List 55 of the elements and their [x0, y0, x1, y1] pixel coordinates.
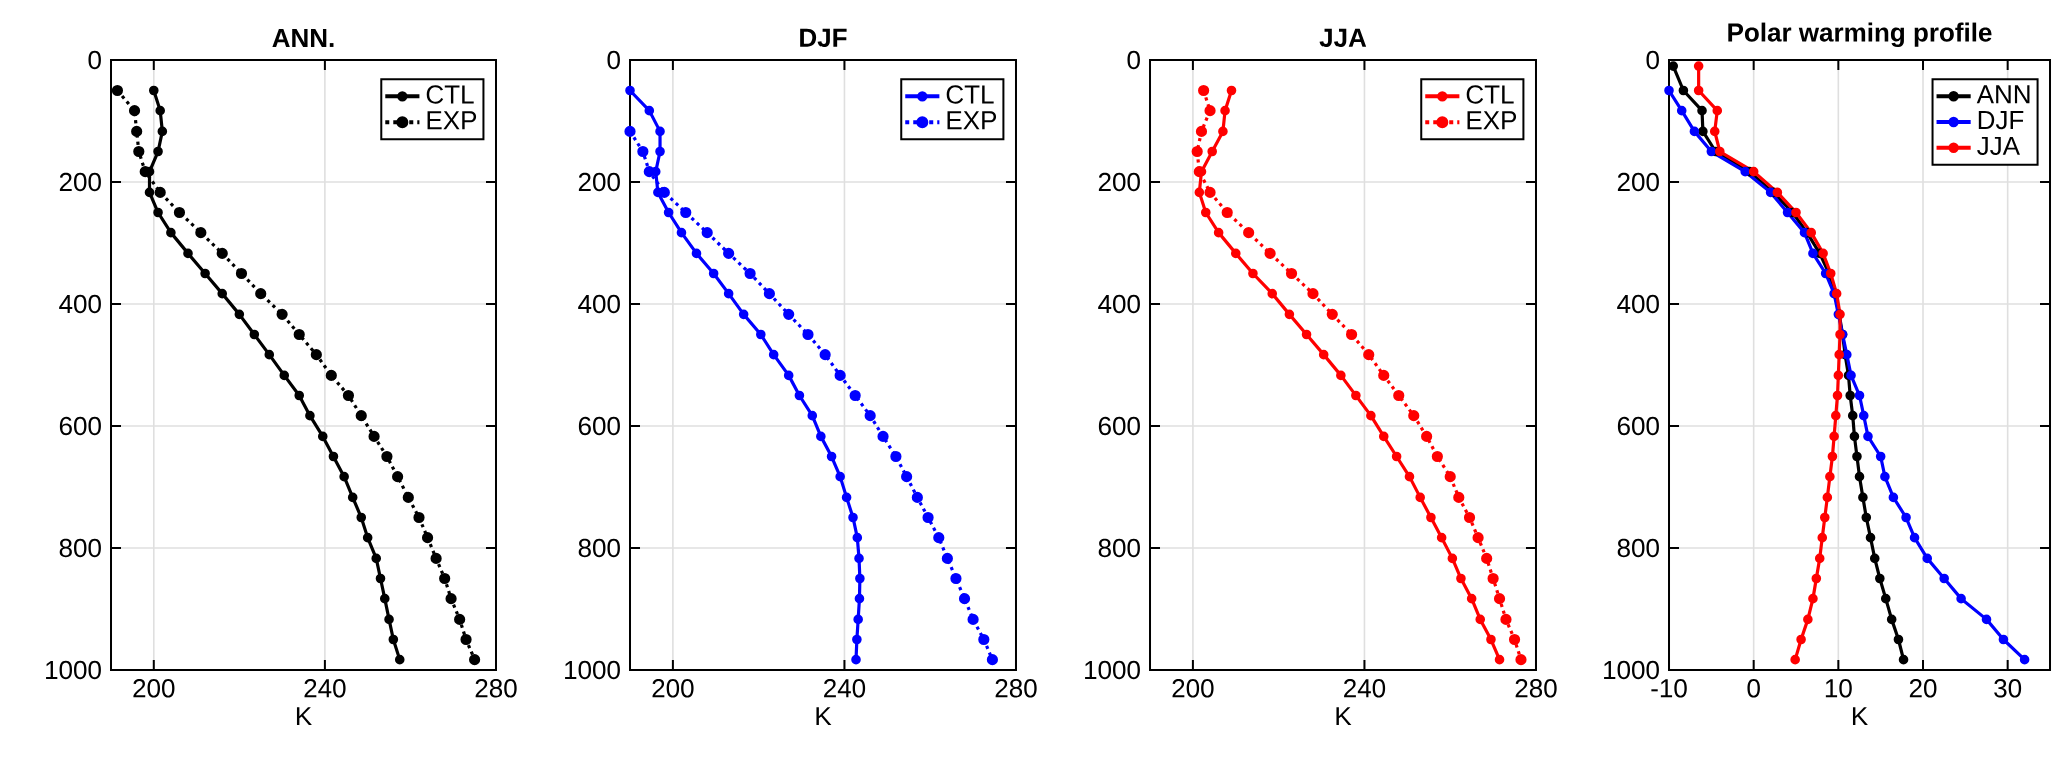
chart-title: JJA [1319, 28, 1367, 47]
y-tick-label: 200 [59, 172, 101, 192]
y-tick-label: 400 [578, 294, 620, 314]
x-tick-label: 280 [475, 679, 517, 698]
x-tick-label: 280 [995, 679, 1037, 698]
y-tick-label: 1000 [46, 660, 101, 680]
y-tick-label: 0 [607, 50, 620, 70]
y-tick-label: 1000 [1604, 660, 1659, 680]
x-tick-label: -10 [1651, 679, 1687, 698]
x-tick-label: 200 [1172, 679, 1214, 698]
legend-label: CTL [1466, 85, 1514, 104]
y-tick-label: 600 [1617, 416, 1659, 436]
x-axis-title: K [816, 707, 832, 726]
y-tick-label: 200 [578, 172, 620, 192]
y-tick-label: 600 [1098, 416, 1140, 436]
y-tick-label: 800 [1617, 538, 1659, 558]
y-tick-label: 600 [578, 416, 620, 436]
y-tick-label: 400 [59, 294, 101, 314]
legend-label: JJA [1977, 136, 2020, 156]
y-tick-label: 0 [88, 50, 101, 70]
legend-label: EXP [947, 111, 997, 130]
x-axis-title: K [1336, 707, 1352, 726]
x-tick-label: 30 [1994, 679, 2022, 698]
legend-label: DJF [1978, 111, 2024, 130]
y-tick-label: 0 [1127, 50, 1140, 70]
x-tick-label: 200 [133, 679, 175, 698]
x-tick-label: 240 [1344, 679, 1386, 698]
y-tick-label: 1000 [1085, 660, 1140, 680]
y-tick-label: 200 [1617, 172, 1659, 192]
chart-title: Polar warming profile [1728, 22, 1992, 47]
legend-label: CTL [426, 85, 474, 104]
y-tick-label: 800 [59, 538, 101, 558]
y-tick-label: 800 [578, 538, 620, 558]
x-tick-label: 20 [1909, 679, 1937, 698]
legend-label: ANN [1976, 85, 2030, 104]
y-tick-label: 0 [1646, 50, 1659, 70]
x-tick-label: 240 [824, 679, 866, 698]
legend-label: CTL [946, 85, 994, 104]
x-tick-label: 240 [304, 679, 346, 698]
y-tick-label: 800 [1098, 538, 1140, 558]
x-tick-label: 280 [1515, 679, 1557, 698]
chart-title: DJF [800, 28, 847, 47]
x-tick-label: 0 [1747, 679, 1760, 698]
y-tick-label: 600 [59, 416, 101, 436]
x-axis-title: K [296, 707, 312, 726]
y-tick-label: 200 [1098, 172, 1140, 192]
chart-title: ANN. [272, 29, 334, 47]
y-tick-label: 400 [1098, 294, 1140, 314]
legend-label: EXP [427, 111, 477, 130]
x-tick-label: 10 [1825, 679, 1852, 698]
x-tick-label: 200 [652, 679, 694, 698]
x-axis-title: K [1852, 707, 1868, 726]
y-tick-label: 400 [1617, 294, 1659, 314]
y-tick-label: 1000 [565, 660, 620, 680]
legend-label: EXP [1467, 111, 1517, 130]
